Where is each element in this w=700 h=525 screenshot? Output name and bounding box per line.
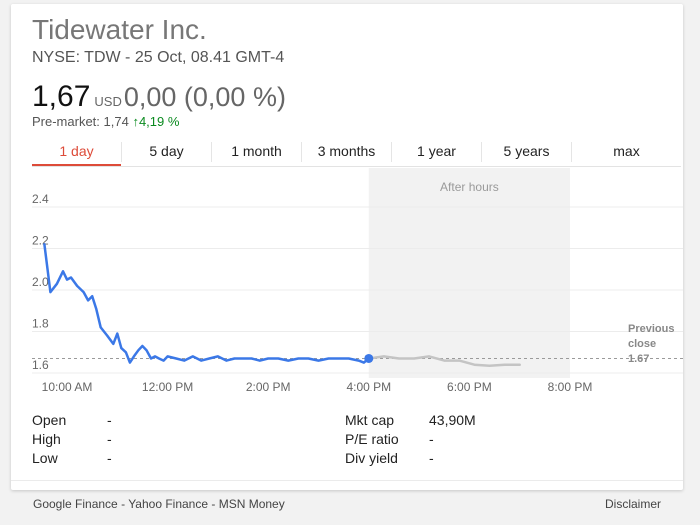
regular-session-line	[43, 243, 371, 364]
y-tick-label: 2.4	[32, 192, 49, 206]
stat-pe-ratio-value: -	[429, 431, 434, 447]
previous-close-label: Previous	[628, 323, 674, 335]
x-tick-label: 12:00 PM	[142, 380, 193, 394]
stat-div-yield-value: -	[429, 450, 434, 466]
stat-high-label: High	[32, 431, 61, 447]
previous-close-label: close	[628, 338, 656, 350]
y-tick-label: 1.8	[32, 317, 49, 331]
tab-separator	[301, 142, 302, 162]
tab-separator	[481, 142, 482, 162]
stat-div-yield-label: Div yield	[345, 450, 398, 466]
price-row: 1,67 USD0,00 (0,00 %)	[32, 80, 286, 114]
card-divider	[11, 480, 683, 481]
company-title: Tidewater Inc.	[32, 14, 207, 45]
after-hours-label: After hours	[440, 180, 499, 194]
x-tick-label: 4:00 PM	[346, 380, 391, 394]
premarket-label: Pre-market: 1,74	[32, 114, 129, 129]
after-hours-shade	[368, 168, 570, 378]
tab-1-month[interactable]: 1 month	[231, 143, 282, 159]
tab-separator	[121, 142, 122, 162]
y-tick-label: 2.2	[32, 234, 49, 248]
y-tick-label: 1.6	[32, 358, 49, 372]
tab-1-year[interactable]: 1 year	[417, 143, 456, 159]
stat-pe-ratio-label: P/E ratio	[345, 431, 399, 447]
currency-label: USD	[94, 94, 122, 109]
google-finance-link[interactable]: Google Finance	[33, 497, 118, 511]
tab-separator	[211, 142, 212, 162]
stat-low-value: -	[107, 450, 112, 466]
last-price-marker	[364, 353, 374, 363]
x-tick-label: 8:00 PM	[548, 380, 593, 394]
tab-5-day[interactable]: 5 day	[149, 143, 184, 159]
finance-card: Tidewater Inc. NYSE: TDW - 25 Oct, 08.41…	[11, 4, 683, 490]
msn-money-link[interactable]: MSN Money	[218, 497, 285, 511]
x-tick-label: 6:00 PM	[447, 380, 492, 394]
stat-mkt-cap-label: Mkt cap	[345, 412, 395, 428]
exchange-line: NYSE: TDW - 25 Oct, 08.41 GMT-4	[32, 49, 285, 66]
price-change: 0,00 (0,00 %)	[123, 82, 286, 112]
x-tick-label: 10:00 AM	[42, 380, 93, 394]
premarket-line: Pre-market: 1,74 ↑4,19 %	[32, 114, 179, 129]
current-price: 1,67	[32, 80, 91, 113]
tab-max[interactable]: max	[613, 143, 640, 159]
stat-high-value: -	[107, 431, 112, 447]
range-tabs: 1 day 5 day 1 month 3 months 1 year 5 ye…	[32, 138, 681, 167]
up-arrow-icon: ↑	[132, 114, 139, 129]
after-hours-line	[367, 355, 521, 367]
source-links: Google Finance - Yahoo Finance - MSN Mon…	[33, 497, 285, 511]
stat-low-label: Low	[32, 450, 58, 466]
price-chart[interactable]: After hours 2.4 2.2 2.0 1.8 1.6 Previous close 1…	[11, 4, 683, 404]
stat-open-value: -	[107, 412, 112, 428]
tab-1-day[interactable]: 1 day	[32, 138, 121, 166]
yahoo-finance-link[interactable]: Yahoo Finance	[128, 497, 209, 511]
tab-separator	[391, 142, 392, 162]
tab-separator	[571, 142, 572, 162]
y-tick-label: 2.0	[32, 275, 49, 289]
disclaimer-link[interactable]: Disclaimer	[604, 497, 661, 511]
tab-5-years[interactable]: 5 years	[503, 143, 550, 159]
tab-3-months[interactable]: 3 months	[317, 143, 376, 159]
link-separator: -	[117, 497, 129, 511]
premarket-change: 4,19 %	[138, 114, 180, 129]
x-tick-label: 2:00 PM	[246, 380, 291, 394]
previous-close-value: 1.67	[628, 353, 649, 365]
stat-mkt-cap-value: 43,90M	[429, 412, 476, 428]
link-separator: -	[208, 497, 219, 511]
stat-open-label: Open	[32, 412, 67, 428]
